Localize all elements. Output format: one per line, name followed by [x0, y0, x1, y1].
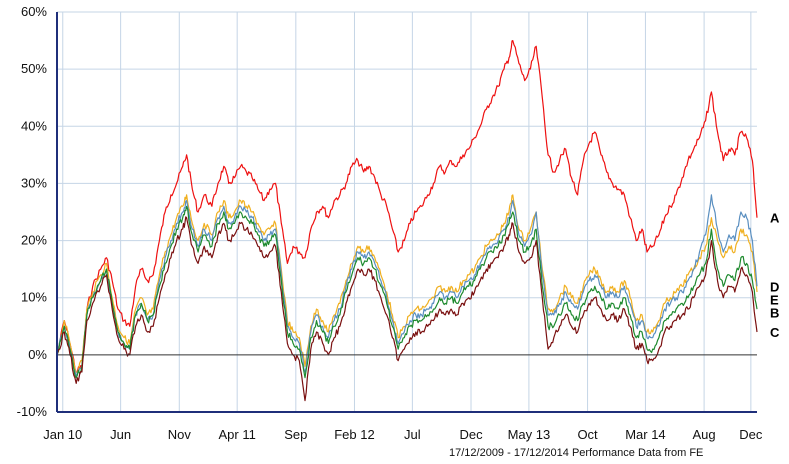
x-tick-label: Dec — [459, 427, 483, 442]
series-label-c: C — [770, 325, 780, 340]
chart-caption: 17/12/2009 - 17/12/2014 Performance Data… — [449, 447, 704, 459]
y-tick-label: 10% — [21, 290, 47, 305]
x-tick-label: Oct — [577, 427, 598, 442]
x-tick-label: May 13 — [508, 427, 551, 442]
x-tick-label: Apr 11 — [219, 427, 256, 442]
y-tick-label: 20% — [21, 233, 47, 248]
y-axis-tick-labels: -10% 0% 10% 20% 30% 40% 50% 60% — [17, 4, 48, 419]
series-label-d: D — [770, 279, 779, 294]
series-line-a — [56, 40, 758, 373]
series-line-b — [56, 205, 758, 379]
chart-gridlines — [57, 11, 757, 413]
x-tick-label: Mar 14 — [625, 427, 665, 442]
x-tick-label: Aug — [693, 427, 716, 442]
x-tick-label: Jun — [110, 427, 131, 442]
y-tick-label: 30% — [21, 175, 47, 190]
chart-axes — [56, 12, 757, 413]
x-tick-label: Feb 12 — [334, 427, 374, 442]
series-line-d — [56, 194, 758, 379]
x-tick-label: Sep — [284, 427, 307, 442]
y-tick-label: -10% — [17, 404, 48, 419]
y-tick-label: 0% — [28, 347, 47, 362]
chart-series-lines — [56, 40, 758, 402]
y-tick-label: 50% — [21, 61, 47, 76]
y-tick-label: 60% — [21, 4, 47, 19]
x-tick-label: Nov — [168, 427, 192, 442]
x-axis-tick-labels: Jan 10 Jun Nov Apr 11 Sep Feb 12 Jul Dec May 13 O… — [43, 427, 763, 442]
series-line-c — [56, 216, 758, 402]
series-label-b: B — [770, 305, 779, 320]
x-tick-label: Jul — [404, 427, 421, 442]
series-label-a: A — [770, 211, 780, 226]
y-tick-label: 40% — [21, 118, 47, 133]
series-label-e: E — [770, 292, 779, 307]
series-line-e — [56, 194, 758, 374]
x-tick-label: Dec — [739, 427, 763, 442]
x-tick-label: Jan 10 — [43, 427, 82, 442]
